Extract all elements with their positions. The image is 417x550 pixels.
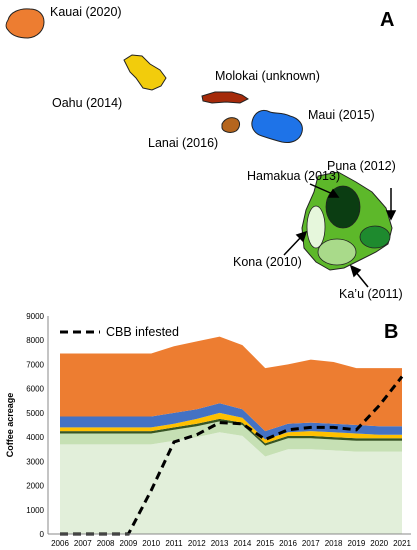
y-axis-ticks: 0 1000 2000 3000 4000 5000 6000 7000 8000 9000 [26,312,44,539]
puna-region [359,225,391,249]
x-tick-label: 2019 [348,539,366,548]
area-series-3 [60,412,402,444]
x-tick-label: 2008 [97,539,115,548]
kau-label: Ka’u (2011) [339,287,403,301]
legend: CBB infested [60,325,179,339]
x-tick-label: 2007 [74,539,92,548]
area-series-5 [60,336,402,432]
map-panel: A Kauai (2020) Oahu (2014) Molokai (unkn… [5,5,403,301]
y-tick-label: 6000 [26,385,44,394]
x-tick-label: 2016 [279,539,297,548]
y-tick-label: 1000 [26,506,44,515]
x-tick-label: 2017 [302,539,320,548]
puna-arrowhead [385,210,397,221]
stacked-areas [60,336,402,534]
oahu-island [123,54,167,91]
x-tick-label: 2011 [165,539,183,548]
x-axis-ticks: 2006 2007 2008 2009 2010 2011 2012 2013 2014 2015… [51,539,411,548]
x-tick-label: 2014 [234,539,252,548]
x-tick-label: 2021 [393,539,411,548]
x-tick-label: 2018 [325,539,343,548]
kauai-island [5,8,45,39]
kona-arrowhead [295,230,308,243]
hamakua-arrowhead [327,188,340,198]
x-tick-label: 2015 [256,539,274,548]
lanai-island [221,117,240,133]
kona-arrow [283,235,303,256]
kau-region [317,238,357,266]
y-tick-label: 0 [40,530,45,539]
area-series-1 [60,421,402,457]
area-series-2 [60,418,402,446]
x-tick-label: 2012 [188,539,206,548]
maui-label: Maui (2015) [308,108,375,122]
kau-arrowhead [349,264,362,278]
y-tick-label: 4000 [26,433,44,442]
x-tick-label: 2020 [370,539,388,548]
y-tick-label: 9000 [26,312,44,321]
maui-island [251,109,303,143]
hamakua-label: Hamakua (2013) [247,169,340,183]
x-tick-label: 2006 [51,539,69,548]
y-tick-label: 8000 [26,336,44,345]
puna-label: Puna (2012) [327,159,396,173]
y-axis-label: Coffee acreage [5,393,15,458]
y-tick-label: 5000 [26,409,44,418]
molokai-island [201,91,249,104]
area-series-4 [60,403,402,440]
molokai-label: Molokai (unknown) [215,69,320,83]
y-tick-label: 2000 [26,482,44,491]
kona-region [306,205,326,249]
x-tick-label: 2009 [120,539,138,548]
kona-label: Kona (2010) [233,255,302,269]
chart-panel-label: B [384,321,398,343]
lanai-label: Lanai (2016) [148,136,218,150]
x-tick-label: 2010 [142,539,160,548]
map-panel-label: A [380,9,394,31]
x-tick-label: 2013 [211,539,229,548]
y-tick-label: 7000 [26,360,44,369]
legend-label: CBB infested [106,325,179,339]
chart-panel: B Coffee acreage 0 1000 2000 3000 4000 5000 60… [5,312,411,548]
area-series-0 [60,432,402,534]
y-tick-label: 3000 [26,457,44,466]
kauai-label: Kauai (2020) [50,5,122,19]
oahu-label: Oahu (2014) [52,96,122,110]
